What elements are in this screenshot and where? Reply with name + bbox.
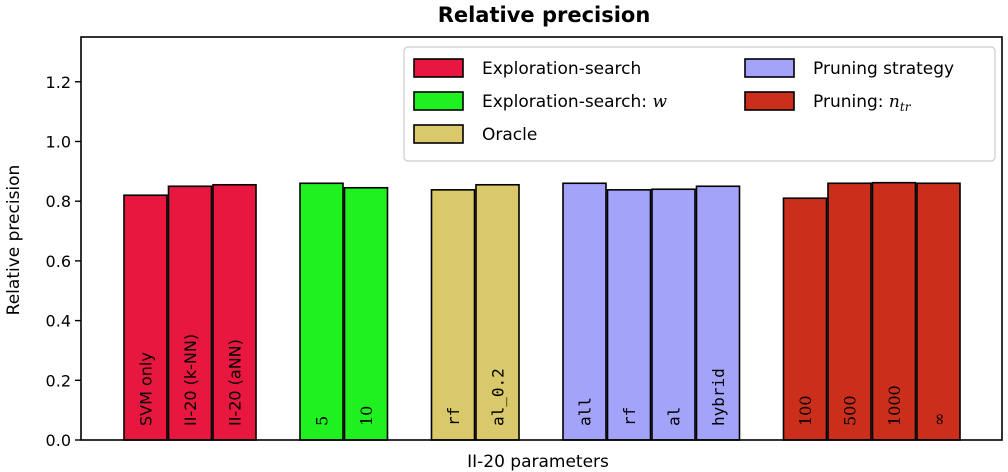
y-tick-label: 0.0 xyxy=(46,431,71,450)
bar-3-2 xyxy=(651,188,696,441)
bar-label: 500 xyxy=(841,395,860,426)
bar-3-0 xyxy=(562,182,607,441)
legend-swatch xyxy=(413,58,464,78)
legend-swatch xyxy=(413,124,464,144)
legend-label: Pruning: ntr xyxy=(813,92,912,114)
bar-4-1 xyxy=(827,182,872,441)
bar-label: all xyxy=(576,397,595,426)
legend-label: Pruning strategy xyxy=(813,59,954,79)
bar-label: II-20 (k-NN) xyxy=(181,334,200,426)
bar-label: rf xyxy=(444,407,463,426)
legend-swatch xyxy=(744,58,795,78)
x-axis-label: II-20 parameters xyxy=(467,452,609,472)
bar-label: 100 xyxy=(796,395,815,426)
bar-label: al_0.2 xyxy=(489,368,508,426)
bar-2-0 xyxy=(430,189,476,441)
legend-swatch xyxy=(744,91,795,111)
y-tick-label: 1.0 xyxy=(46,132,71,151)
legend-swatch xyxy=(413,91,464,111)
bar-1-1 xyxy=(343,186,389,441)
y-axis-label: Relative precision xyxy=(4,165,24,316)
bar-2-1 xyxy=(475,183,520,441)
bar-label: ∞ xyxy=(930,413,949,426)
bars: SVM only II-20 (k-NN) II-20 (aNN) 5 10 rf al_0… xyxy=(123,181,961,441)
bar-label: rf xyxy=(620,407,639,426)
legend: Exploration-search Exploration-search: w O… xyxy=(403,46,996,162)
bar-0-1 xyxy=(167,185,213,441)
y-tick-label: 0.2 xyxy=(46,371,71,390)
legend-box xyxy=(403,46,996,162)
y-tick-label: 0.6 xyxy=(46,252,71,271)
legend-label: Exploration-search: w xyxy=(482,92,667,112)
bar-4-3 xyxy=(916,182,961,441)
bar-label: al xyxy=(665,407,684,426)
bar-1-0 xyxy=(299,182,344,441)
bar-0-2 xyxy=(212,183,257,441)
chart-title: Relative precision xyxy=(438,3,651,27)
bar-label: II-20 (aNN) xyxy=(226,339,245,426)
plot-frame xyxy=(80,36,1003,441)
bar-label: 1000 xyxy=(885,385,904,426)
bar-4-0 xyxy=(782,197,828,441)
legend-label: Oracle xyxy=(482,125,537,145)
bar-3-3 xyxy=(695,185,741,441)
bar-label: 10 xyxy=(357,406,376,426)
bar-label: hybrid xyxy=(709,368,728,426)
y-tick-label: 0.8 xyxy=(46,192,71,211)
y-tick-label: 1.2 xyxy=(46,73,71,92)
bar-label: 5 xyxy=(313,416,332,426)
y-tick-label: 0.4 xyxy=(46,312,71,331)
legend-label: Exploration-search xyxy=(482,59,641,79)
y-axis-ticks: 0.0 0.2 0.4 0.6 0.8 1.0 1.2 xyxy=(46,73,81,450)
bar-label: SVM only xyxy=(137,352,156,426)
bar-3-1 xyxy=(606,189,652,441)
